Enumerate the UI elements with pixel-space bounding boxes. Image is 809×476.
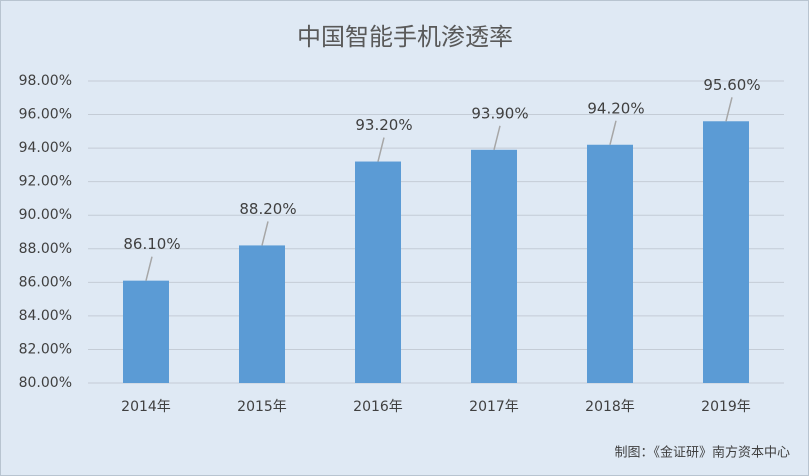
y-tick-label: 88.00%	[19, 241, 72, 257]
leader-line	[493, 125, 501, 150]
bar	[587, 144, 633, 383]
y-tick-label: 96.00%	[19, 107, 72, 123]
value-label: 88.20%	[239, 200, 296, 218]
y-tick-label: 94.00%	[19, 140, 72, 156]
bar	[703, 121, 749, 384]
bar	[355, 161, 401, 383]
y-tick-label: 98.00%	[19, 73, 72, 89]
x-tick-label: 2019年	[701, 399, 751, 415]
x-tick-label: 2016年	[353, 399, 403, 415]
y-tick-label: 86.00%	[19, 274, 72, 290]
chart-title: 中国智能手机渗透率	[297, 23, 513, 51]
value-label: 95.60%	[703, 76, 760, 94]
bar	[123, 280, 169, 383]
x-tick-label: 2015年	[237, 399, 287, 415]
value-label: 86.10%	[123, 235, 180, 253]
x-tick-label: 2017年	[469, 399, 519, 415]
source-note: 制图：《金证研》南方资本中心	[614, 445, 790, 461]
y-tick-label: 90.00%	[19, 207, 72, 223]
leader-line	[145, 256, 153, 281]
leader-line	[609, 120, 617, 145]
value-label: 94.20%	[587, 99, 644, 117]
x-tick-label: 2018年	[585, 399, 635, 415]
y-tick-label: 84.00%	[19, 308, 72, 324]
leader-line	[725, 97, 733, 122]
bar	[471, 149, 517, 383]
y-tick-label: 82.00%	[19, 341, 72, 357]
x-tick-label: 2014年	[121, 399, 171, 415]
y-tick-label: 92.00%	[19, 174, 72, 190]
y-tick-label: 80.00%	[19, 375, 72, 391]
leader-line	[377, 137, 385, 162]
bar	[239, 245, 285, 383]
value-label: 93.20%	[355, 116, 412, 134]
value-label: 93.90%	[471, 104, 528, 122]
leader-line	[261, 221, 269, 246]
